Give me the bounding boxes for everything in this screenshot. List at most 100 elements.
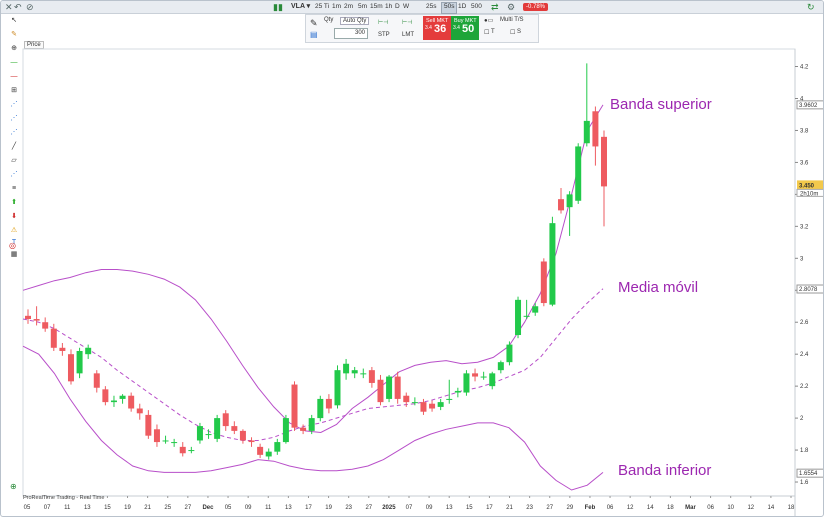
cursor-icon[interactable]: ↖ [11,17,17,24]
timeframe-5[interactable]: 1h [385,3,393,10]
x-tick-label: Mar [685,505,696,511]
ruler-icon[interactable]: ▱ [11,157,17,164]
x-tick-label: 14 [768,505,775,511]
x-tick-label: Feb [585,505,596,511]
timeframe-0[interactable]: 25 Ti [315,3,330,10]
candle-body [145,414,152,436]
countdown-badge [796,188,823,197]
candle-body [360,373,367,375]
x-tick-label: 09 [245,505,252,511]
zoom-icon[interactable]: ⊕ [11,45,17,52]
buy-price-prefix: 3.4 [453,25,460,31]
candle-body [33,319,40,321]
timeframe-2[interactable]: 2m [344,3,354,10]
timeframe-7[interactable]: W [403,3,410,10]
y-tick-label: 4 [800,97,804,103]
chart-type-icon[interactable]: ▮▮ [273,2,283,12]
fibonacci-icon[interactable]: ⋰ [10,101,18,108]
ticker-selector[interactable]: VLA ▾ [291,3,311,10]
timeframe-9[interactable]: 50s [441,2,458,14]
candle-body [325,398,332,409]
candle-body [394,376,401,399]
refresh-icon[interactable]: ↻ [807,2,815,12]
x-tick-label: 27 [546,505,553,511]
candle-body [171,442,178,444]
x-tick-label: 23 [526,505,533,511]
warning-icon[interactable]: ⚠ [10,227,18,234]
line-tool-icon[interactable]: ╱ [11,143,17,150]
x-tick-label: 12 [627,505,634,511]
y-tick-label: 3 [800,256,804,262]
close-icon[interactable]: ✕ [5,2,13,12]
candle-body [67,354,74,382]
x-tick-label: 05 [24,505,31,511]
qty-input[interactable]: 300 [334,28,368,39]
upper-band-value-label: 3.9602 [799,103,818,109]
middle-band-value-label: 2.8078 [799,287,818,293]
x-tick-label: 15 [104,505,111,511]
lmt-label[interactable]: LMT [402,32,414,38]
t-checkbox[interactable]: ☐ [484,30,490,36]
zoom-control-icon[interactable]: ⊕ [10,482,17,491]
trade-icon[interactable]: ✎ [310,18,318,28]
candle-body [50,328,57,348]
channel-icon[interactable]: ⋰ [10,115,18,122]
candle-body [506,344,513,363]
timeframe-4[interactable]: 15m [370,3,383,10]
multi-ts-label[interactable]: Multi T/S [500,17,524,23]
x-tick-label: 13 [84,505,91,511]
stop-order-icon[interactable]: ⊢⊣ [378,20,389,26]
text-tool-icon[interactable]: T [11,239,17,246]
s-checkbox[interactable]: ☐ [510,30,516,36]
ticket-icon[interactable]: ▤ [310,30,318,39]
candle-body [317,398,324,419]
list-icon[interactable]: ≡ [11,185,17,192]
candle-body [93,373,100,388]
level-line-icon[interactable]: — [10,73,18,80]
candle-body [257,446,264,455]
magnet-icon[interactable]: ◎ [9,241,16,250]
middle-band-line [22,288,604,441]
timeframe-1[interactable]: 1m [332,3,342,10]
up-arrow-icon[interactable]: ⬆ [11,199,17,206]
buy-label: Buy MKT [454,18,477,24]
undo-icon[interactable]: ↶ [14,2,22,12]
stp-label[interactable]: STP [378,32,390,38]
x-tick-label: 19 [124,505,131,511]
drawing-toolbar: ↖ ✎ ⊕ — — ⊞ ⋰ ⋰ ⋰ ╱ ▱ ⋰ ≡ ⬆ ⬇ ⚠ T ▦ [8,17,21,258]
timeframe-3[interactable]: 5m [358,3,368,10]
upper-band-value-badge [796,100,823,110]
timeframe-11[interactable]: 500 [471,3,482,10]
candle-body [540,261,547,304]
candle-body [403,395,410,403]
qty-mode-dropdown[interactable]: Auto Qty [340,17,370,25]
x-tick-label: Dec [202,505,214,511]
y-tick-label: 3.6 [800,160,809,166]
limit-order-icon[interactable]: ⊢⊣ [402,20,413,26]
change-badge: -0.78% [523,3,549,11]
sell-market-button[interactable]: Sell MKT 3.4 36 [423,16,451,40]
pattern-icon[interactable]: ▦ [10,251,18,258]
sell-label: Sell MKT [426,18,449,24]
settings-icon[interactable]: ⚙ [507,2,516,12]
down-arrow-icon[interactable]: ⬇ [11,213,17,220]
buy-market-button[interactable]: Buy MKT 3.4 50 [451,16,479,40]
link-icon[interactable]: ⊘ [26,2,34,12]
horizontal-line-icon[interactable]: — [10,59,18,66]
y-tick-label: 4.2 [800,65,809,71]
indicator-icon[interactable]: ⇄ [491,2,499,12]
pencil-icon[interactable]: ✎ [11,31,17,38]
x-tick-label: 27 [365,505,372,511]
timeframe-6[interactable]: D [395,3,400,10]
trend-icon[interactable]: ⋰ [10,129,18,136]
timeframe-8[interactable]: 25s [426,3,437,10]
timeframe-10[interactable]: 1D [458,3,467,10]
candle-body [601,136,607,187]
x-tick-label: 13 [285,505,292,511]
trash-icon[interactable]: ⊞ [11,87,17,94]
candle-body [85,347,92,355]
multi-toggle-icon[interactable]: ●▭ [484,18,494,24]
ray-icon[interactable]: ⋰ [10,171,18,178]
